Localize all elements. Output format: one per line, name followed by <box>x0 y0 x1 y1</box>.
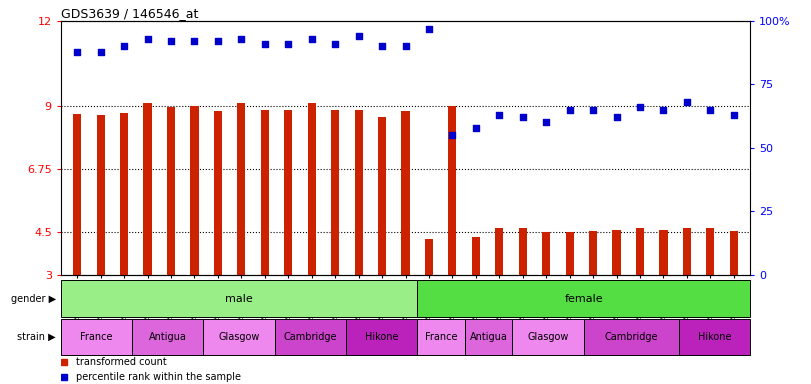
Bar <box>144 103 152 275</box>
Bar <box>659 230 667 275</box>
Point <box>704 107 717 113</box>
Text: Glasgow: Glasgow <box>527 332 569 342</box>
Bar <box>418 280 750 317</box>
Bar <box>465 319 513 355</box>
Text: male: male <box>225 293 253 304</box>
Text: GDS3639 / 146546_at: GDS3639 / 146546_at <box>61 7 198 20</box>
Bar <box>260 110 269 275</box>
Text: Antigua: Antigua <box>149 332 187 342</box>
Point <box>610 114 623 121</box>
Point <box>446 132 459 138</box>
Text: Antigua: Antigua <box>470 332 508 342</box>
Point <box>235 36 248 42</box>
Text: France: France <box>425 332 457 342</box>
Bar <box>496 228 504 275</box>
Bar <box>331 110 339 275</box>
Point <box>212 38 225 45</box>
Bar <box>120 113 128 275</box>
Bar <box>204 319 275 355</box>
Text: female: female <box>564 293 603 304</box>
Point <box>188 38 201 45</box>
Bar <box>706 228 714 275</box>
Point <box>470 124 483 131</box>
Bar <box>284 110 293 275</box>
Text: Cambridge: Cambridge <box>604 332 658 342</box>
Bar <box>214 111 222 275</box>
Bar <box>472 237 480 275</box>
Bar <box>132 319 204 355</box>
Bar <box>418 319 465 355</box>
Text: Hikone: Hikone <box>697 332 732 342</box>
Point <box>259 41 272 47</box>
Point <box>680 99 693 105</box>
Bar <box>354 110 363 275</box>
Bar <box>73 114 81 275</box>
Point <box>328 41 341 47</box>
Bar <box>275 319 346 355</box>
Text: percentile rank within the sample: percentile rank within the sample <box>76 372 241 382</box>
Point <box>71 48 84 55</box>
Bar <box>167 107 175 275</box>
Point <box>352 33 365 40</box>
Bar <box>636 228 644 275</box>
Bar <box>730 231 738 275</box>
Bar <box>565 232 573 275</box>
Bar <box>61 319 132 355</box>
Bar <box>518 228 527 275</box>
Point <box>281 41 294 47</box>
Text: strain ▶: strain ▶ <box>17 332 56 342</box>
Point <box>118 43 131 50</box>
Point <box>375 43 388 50</box>
Bar <box>378 117 386 275</box>
Point <box>657 107 670 113</box>
Point <box>141 36 154 42</box>
Bar <box>542 232 551 275</box>
Bar <box>191 106 199 275</box>
Point <box>493 112 506 118</box>
Bar <box>584 319 679 355</box>
Point <box>563 107 576 113</box>
Bar <box>612 230 620 275</box>
Bar <box>679 319 750 355</box>
Point <box>423 26 436 32</box>
Point <box>399 43 412 50</box>
Point <box>305 36 318 42</box>
Bar <box>307 103 315 275</box>
Text: Hikone: Hikone <box>365 332 398 342</box>
Point <box>586 107 599 113</box>
Bar <box>97 116 105 275</box>
Bar <box>448 106 457 275</box>
Point <box>633 104 646 110</box>
Bar <box>513 319 584 355</box>
Bar <box>238 103 246 275</box>
Point <box>517 114 530 121</box>
Bar <box>61 280 418 317</box>
Bar <box>589 231 597 275</box>
Point <box>165 38 178 45</box>
Text: gender ▶: gender ▶ <box>11 293 56 304</box>
Text: transformed count: transformed count <box>76 358 167 367</box>
Bar <box>683 228 691 275</box>
Text: France: France <box>80 332 113 342</box>
Point <box>727 112 740 118</box>
Text: Cambridge: Cambridge <box>284 332 337 342</box>
Bar <box>425 239 433 275</box>
Point <box>539 119 552 126</box>
Point <box>94 48 107 55</box>
Text: Glasgow: Glasgow <box>218 332 260 342</box>
Bar <box>346 319 418 355</box>
Bar <box>401 111 410 275</box>
